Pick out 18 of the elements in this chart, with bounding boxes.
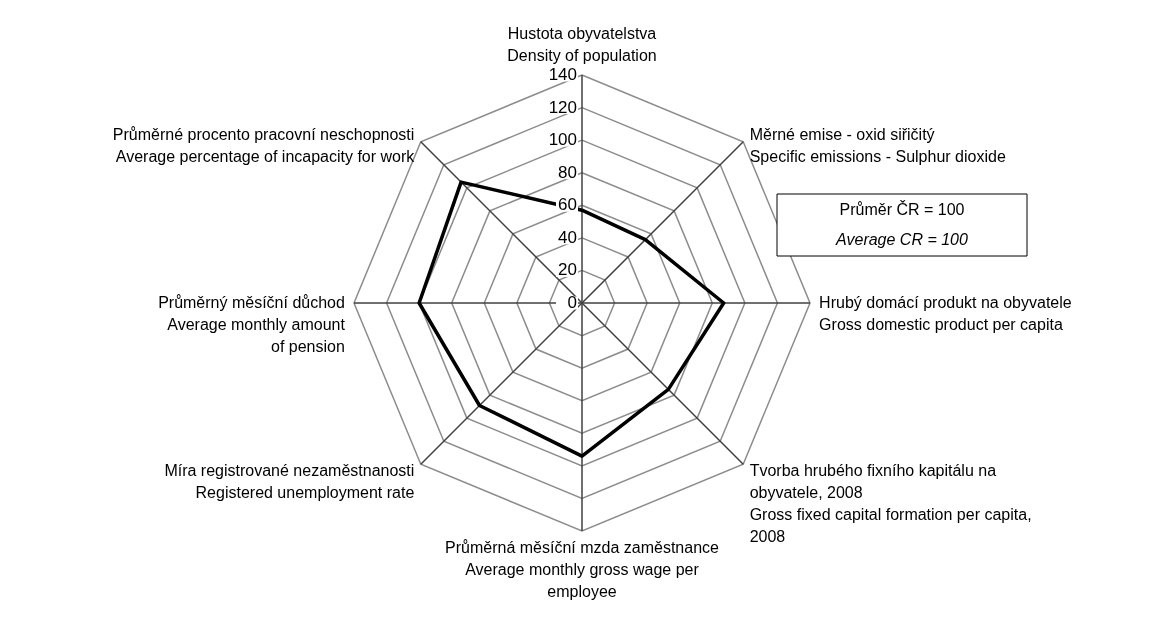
text: Average CR = 100: [835, 231, 968, 248]
spoke-label: Průměrný měsíční důchod Average monthly amount of pension: [158, 294, 346, 355]
y-tick-label: 120: [548, 97, 577, 117]
spoke-label: Hrubý domácí produkt na obyvatele Gross domestic product per capita: [819, 294, 1072, 333]
y-tick-label: 100: [548, 130, 577, 150]
spoke-label: Míra registrované nezaměstnanosti Registered unemployment rate: [164, 461, 415, 501]
spoke-label: Průměrná měsíční mzda zaměstnance Average monthly gross wage per employee: [445, 539, 720, 601]
y-tick-label: 60: [558, 195, 577, 215]
text: Průměr ČR = 100: [839, 200, 965, 218]
spoke-label: Měrné emise - oxid siřičitý Specific emissions - Sulphur dioxide: [749, 126, 1006, 166]
y-tick-label: 140: [548, 65, 577, 84]
y-tick-label: 80: [558, 162, 577, 182]
spoke-label: Hustota obyvatelstva Density of population: [507, 24, 657, 64]
y-tick-label: 0: [567, 293, 577, 312]
spoke-label: Tvorba hrubého fixního kapitálu na obyvatele, 2008 Gross fixed capital formation per capita, 2008: [749, 461, 1032, 545]
y-tick-label: 20: [558, 260, 577, 280]
spoke-label: Průměrné procento pracovní neschopnosti Average percentage of incapacity for work: [112, 126, 416, 166]
y-tick-label: 40: [558, 227, 577, 247]
